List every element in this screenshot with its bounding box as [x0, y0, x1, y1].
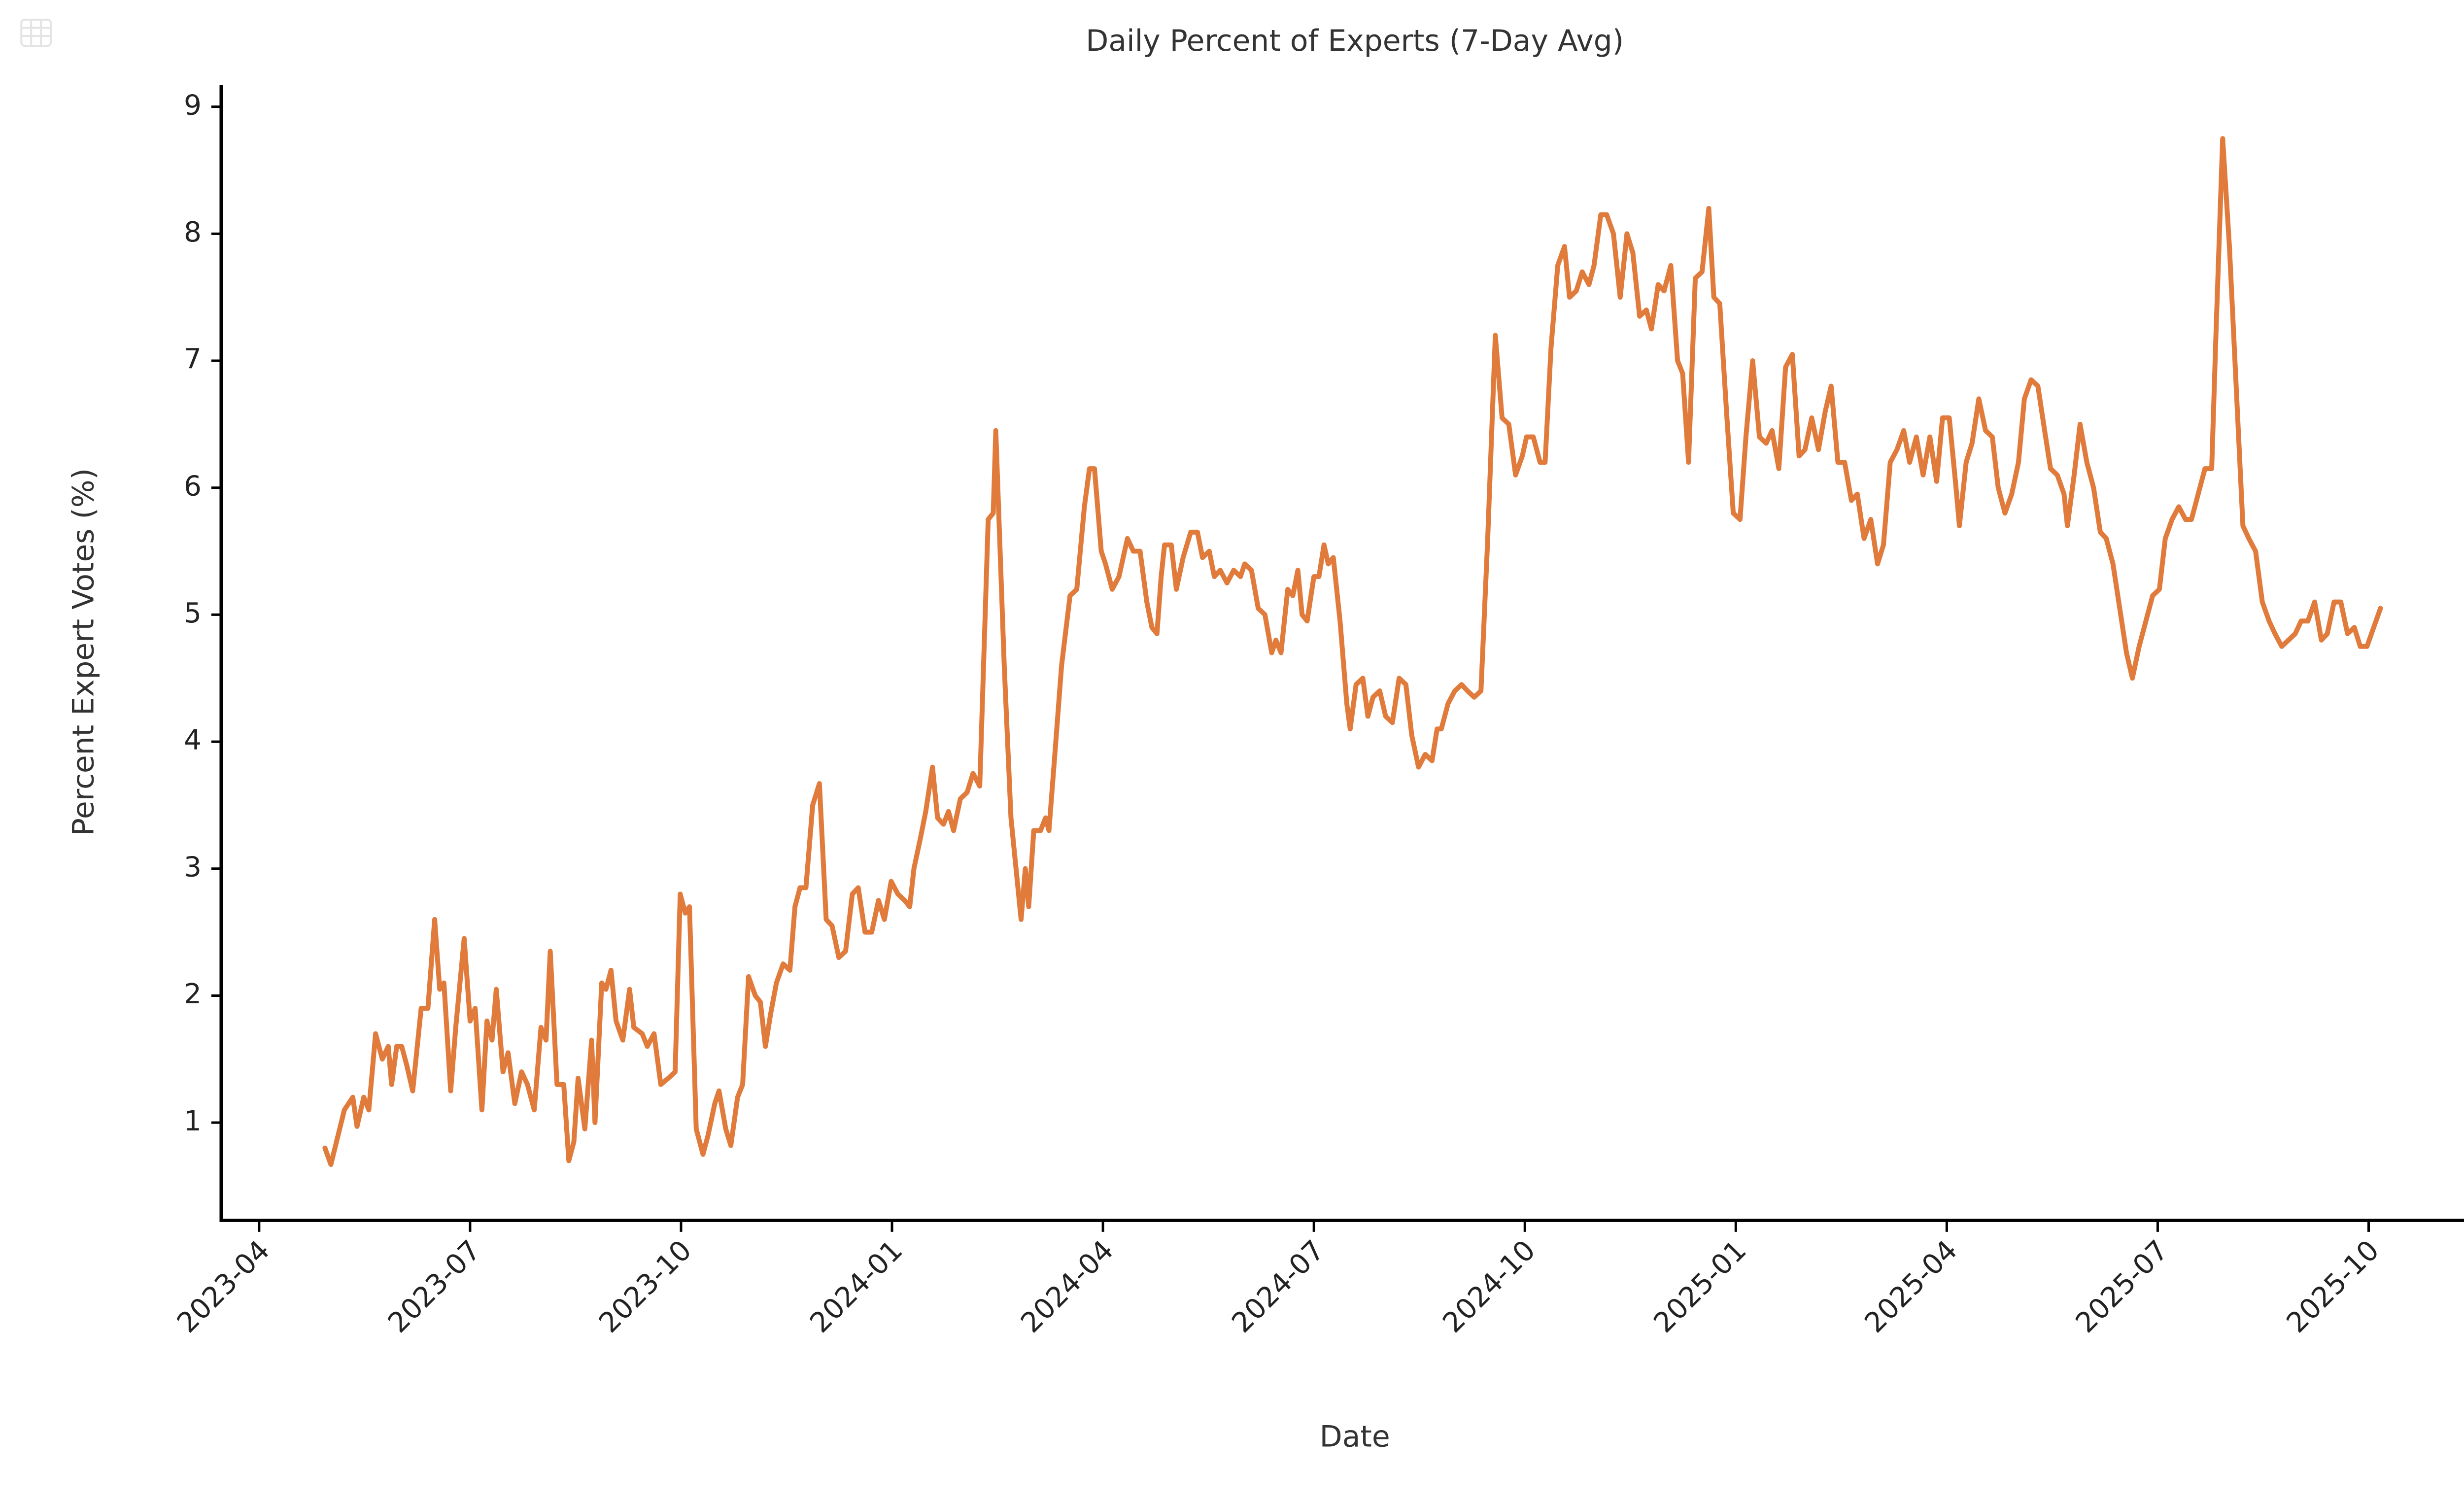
x-tick-label: 2023-10	[593, 1234, 698, 1339]
y-tick-label: 3	[184, 851, 202, 883]
y-tick-label: 1	[184, 1105, 202, 1137]
chart-title: Daily Percent of Experts (7-Day Avg)	[1086, 24, 1624, 58]
x-tick-label: 2024-10	[1437, 1234, 1542, 1339]
y-tick-label: 7	[184, 343, 202, 375]
y-tick-label: 4	[184, 724, 202, 756]
x-tick-label: 2024-07	[1226, 1234, 1331, 1339]
x-tick-label: 2024-01	[804, 1234, 909, 1339]
x-tick-label: 2023-07	[382, 1234, 487, 1339]
x-tick-label: 2024-04	[1015, 1234, 1120, 1339]
x-tick-label: 2025-10	[2281, 1234, 2386, 1339]
x-axis-label: Date	[1320, 1419, 1390, 1454]
y-tick-label: 2	[184, 978, 202, 1010]
data-line	[322, 136, 2383, 1167]
y-tick-label: 9	[184, 89, 202, 121]
y-tick-label: 8	[184, 216, 202, 248]
x-tick-label: 2025-04	[1859, 1234, 1964, 1339]
table-icon	[20, 18, 52, 47]
y-tick-label: 6	[184, 470, 202, 502]
y-axis-label: Percent Expert Votes (%)	[66, 468, 101, 836]
x-tick-label: 2025-07	[2070, 1234, 2175, 1339]
x-tick-label: 2023-04	[171, 1234, 276, 1339]
x-tick-label: 2025-01	[1648, 1234, 1753, 1339]
y-tick-label: 5	[184, 597, 202, 629]
